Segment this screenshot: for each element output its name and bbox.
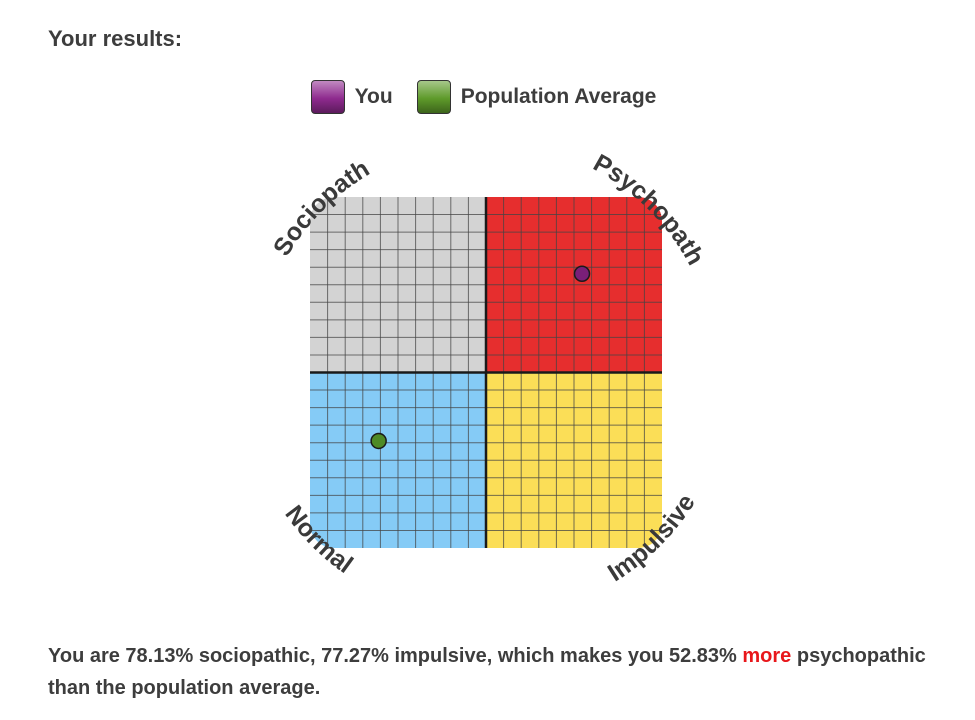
quadrant-chart: Sociopath Psychopath Normal Impulsive [268,149,710,587]
plot-area [310,197,662,548]
legend-label-you: You [354,85,393,108]
summary-text-start: You are 78.13% sociopathic, 77.27% impul… [48,645,743,667]
results-heading: Your results: [48,26,183,51]
data-point-population-average [370,432,387,450]
legend-swatch-population-average [416,80,451,114]
data-point-you [573,265,591,283]
legend-swatch-you [310,80,345,114]
legend-item-population-average: Population Average [416,80,657,114]
result-summary: You are 78.13% sociopathic, 77.27% impul… [48,640,928,704]
legend-item-you: You [310,80,393,114]
summary-highlight: more [742,645,792,667]
chart-legend: You Population Average [0,78,975,116]
legend-label-population-average: Population Average [460,85,657,108]
summary-text-end: psychopathic than the population average… [48,645,926,699]
